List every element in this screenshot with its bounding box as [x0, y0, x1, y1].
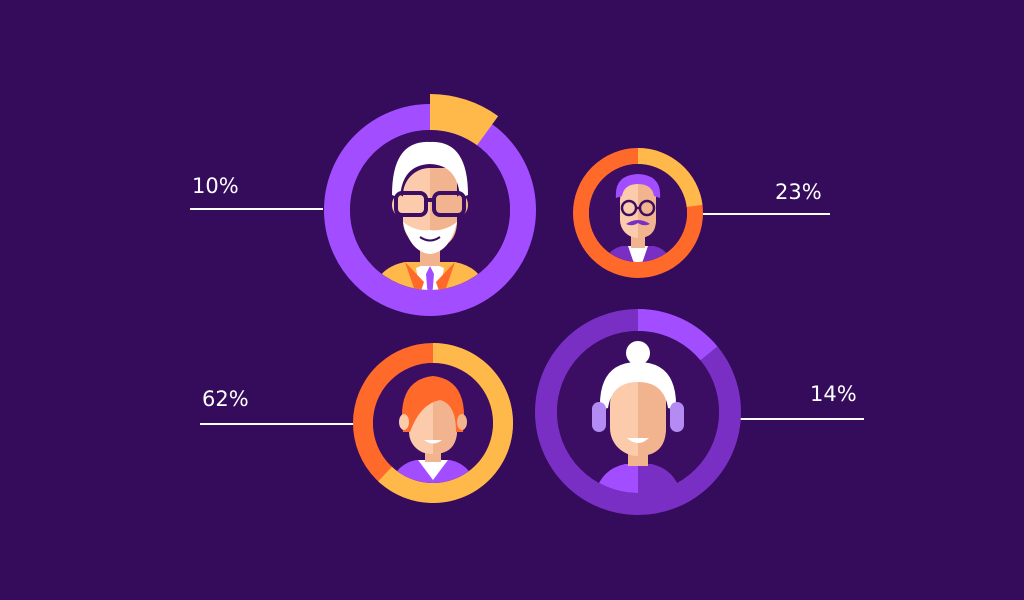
- donut-old-man: 10%: [190, 94, 536, 316]
- donut-man-mustache: 23%: [573, 148, 830, 278]
- percent-label-old-man: 10%: [192, 174, 239, 198]
- segment-old-woman: [638, 309, 718, 361]
- percent-label-man-mustache: 23%: [775, 180, 822, 204]
- segment-woman: [378, 343, 513, 503]
- donut-woman: 62%: [200, 343, 513, 503]
- percent-label-woman: 62%: [202, 387, 249, 411]
- old-man-icon: [372, 141, 488, 290]
- segment-old-man: [430, 94, 499, 146]
- man-mustache-icon: [603, 174, 673, 262]
- segment-man-mustache: [638, 148, 703, 207]
- donut-old-woman: 14%: [535, 309, 864, 515]
- old-woman-icon: [592, 341, 684, 493]
- percent-label-old-woman: 14%: [810, 382, 857, 406]
